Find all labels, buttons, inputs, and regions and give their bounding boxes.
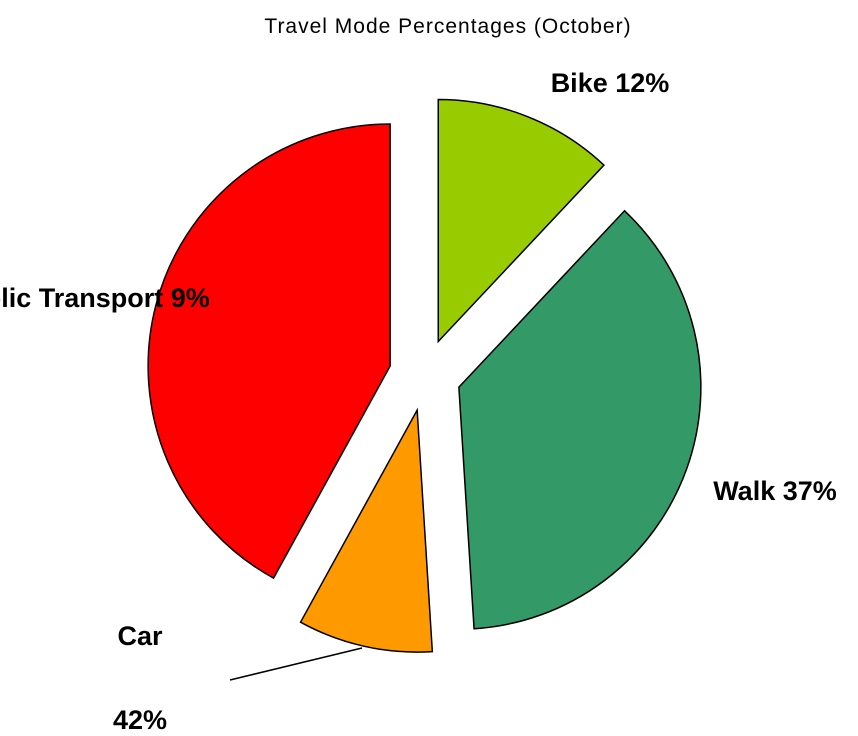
value-label: 12% — [615, 68, 669, 98]
pie-slice — [458, 209, 702, 630]
space — [163, 283, 171, 313]
value-label: 42% — [113, 705, 167, 735]
pie-slice — [147, 123, 391, 580]
space — [608, 68, 616, 98]
pie-slice — [437, 98, 605, 344]
category-name: Walk — [713, 476, 776, 506]
value-label: 9% — [171, 283, 210, 313]
label-line: Car — [117, 621, 163, 651]
leader-line — [229, 647, 363, 681]
category-name: Bike — [551, 68, 608, 98]
space — [775, 476, 783, 506]
slice-label: Walk 37% — [713, 476, 837, 506]
value-label: 37% — [783, 476, 837, 506]
slice-label: Car — [117, 621, 163, 651]
slice-label: Bike 12% — [551, 68, 670, 98]
pie-slice — [299, 407, 434, 653]
category-name: Public Transport — [0, 283, 163, 313]
chart-title: Travel Mode Percentages (October) — [264, 15, 631, 38]
slice-label: Public Transport 9% — [0, 283, 210, 313]
